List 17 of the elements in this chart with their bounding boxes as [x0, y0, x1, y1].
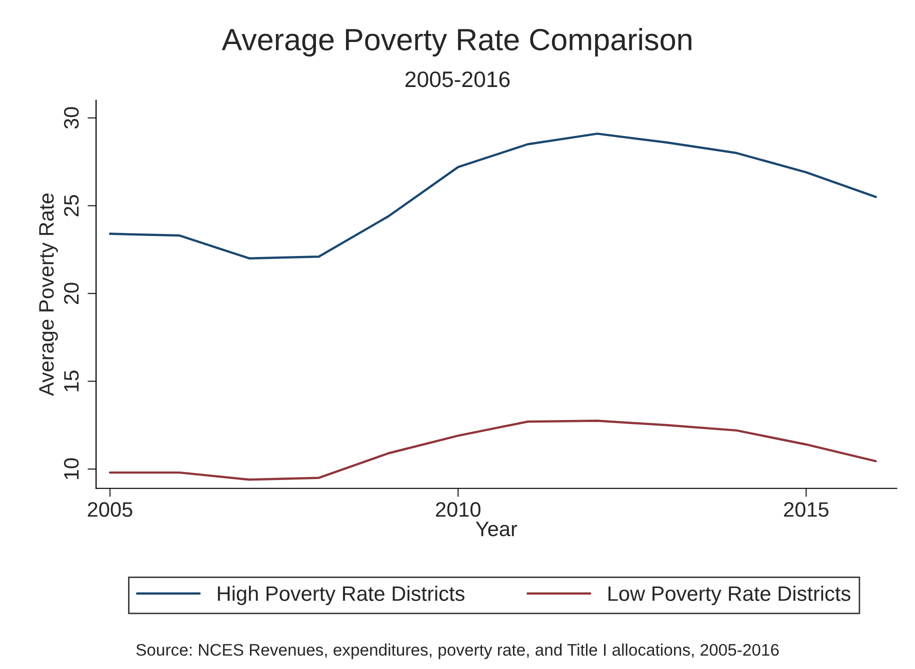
line-series: [108, 420, 877, 481]
chart-title: Average Poverty Rate Comparison: [222, 28, 692, 57]
source-note: Source: NCES Revenues, expenditures, poverty rate, and Title I allocations, 2005-2016: [136, 644, 779, 660]
y-tick-label: 15: [64, 370, 79, 392]
x-tick-label: 2015: [784, 502, 828, 517]
y-tick-label: 20: [64, 282, 79, 304]
chart-subtitle: 2005-2016: [405, 71, 510, 88]
legend-label: High Poverty Rate Districts: [218, 586, 464, 606]
legend-label: Low Poverty Rate Districts: [608, 586, 850, 606]
line-series: [108, 132, 877, 260]
x-axis-title: Year: [476, 522, 518, 536]
y-tick-label: 10: [64, 458, 79, 480]
x-tick-label: 2010: [436, 502, 480, 517]
y-tick-label: 30: [64, 107, 79, 129]
y-axis-title: Average Poverty Rate: [39, 194, 58, 396]
y-tick-label: 25: [64, 194, 79, 216]
x-tick-label: 2005: [88, 502, 132, 517]
